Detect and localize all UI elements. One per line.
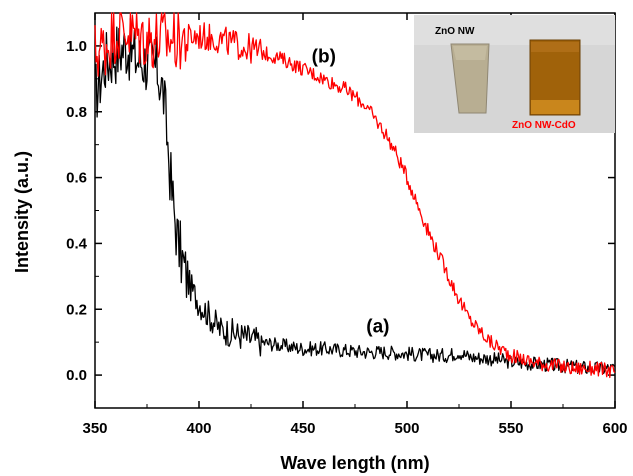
y-tick-label: 0.4 [66,235,88,252]
inset-photo: ZnO NW ZnO NW-CdO [414,15,615,133]
curve-label-a: (a) [366,316,389,337]
y-tick-label: 0.2 [66,301,87,318]
x-tick-label: 600 [602,420,627,437]
series-line-a [94,17,616,375]
axis-ticks: 350 400 450 500 550 600 0.0 0.2 0.4 0.6 0.8 1.0 [66,12,628,437]
series-line-b [94,12,616,379]
x-tick-label: 500 [394,420,419,437]
y-tick-label: 0.0 [66,367,87,384]
inset-label-zno-nw-cdo: ZnO NW-CdO [512,120,576,131]
series-layer [94,12,616,379]
y-axis-title: Intensity (a.u.) [12,151,32,273]
x-tick-label: 550 [498,420,523,437]
zno-nw-sample [450,43,490,114]
y-tick-label: 0.8 [66,104,87,121]
x-axis-title: Wave length (nm) [280,453,429,473]
y-tick-label: 0.6 [66,170,87,187]
curve-label-b: (b) [312,46,336,67]
inset-label-zno-nw: ZnO NW [435,26,475,37]
x-tick-label: 350 [82,420,107,437]
x-tick-label: 400 [186,420,211,437]
y-tick-label: 1.0 [66,38,87,55]
x-tick-label: 450 [290,420,315,437]
